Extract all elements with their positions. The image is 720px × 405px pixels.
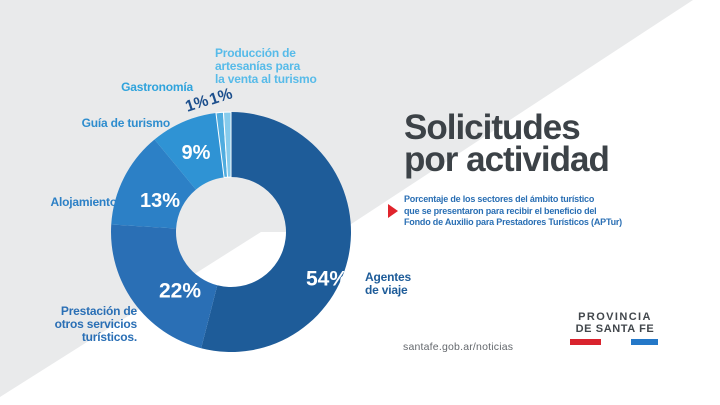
red-arrow-icon [388, 204, 398, 218]
slice-label-3: Guía de turismo [81, 116, 171, 130]
donut-percent-label-2: 13% [140, 190, 180, 212]
logo-blue-bar [631, 339, 658, 345]
subtitle-block: Porcentaje de los sectores del ámbito tu… [388, 194, 648, 229]
slice-label-5: Producción de artesanías para la venta a… [215, 46, 317, 86]
provincia-santa-fe-logo: PROVINCIA DE SANTA FE [568, 311, 662, 345]
page-title: Solicitudes por actividad [404, 108, 610, 179]
donut-percent-label-5: 1% [207, 85, 234, 108]
donut-segment-3 [154, 112, 225, 190]
logo-line2: DE SANTA FE [575, 323, 655, 335]
slice-label-4: Gastronomía [121, 80, 193, 94]
donut-segment-5 [222, 111, 232, 178]
donut-percent-label-0: 54% [306, 268, 348, 291]
donut-percent-label-3: 9% [182, 142, 211, 164]
donut-segment-0 [201, 112, 351, 352]
logo-red-bar [570, 339, 601, 345]
slice-label-0: Agentes de viaje [365, 270, 411, 297]
donut-segment-2 [111, 139, 196, 229]
donut-percent-label-4: 1% [183, 92, 210, 115]
background-gray-area [0, 0, 693, 397]
logo-flag-bars [568, 339, 662, 345]
logo-line1: PROVINCIA [578, 311, 652, 323]
slice-label-2: Alojamiento [50, 195, 118, 209]
slice-label-1: Prestación de otros servicios turísticos… [54, 304, 138, 344]
subtitle-text: Porcentaje de los sectores del ámbito tu… [404, 194, 622, 227]
donut-segment-1 [111, 224, 218, 349]
website-url: santafe.gob.ar/noticias [403, 341, 514, 353]
donut-percent-label-1: 22% [159, 280, 201, 303]
